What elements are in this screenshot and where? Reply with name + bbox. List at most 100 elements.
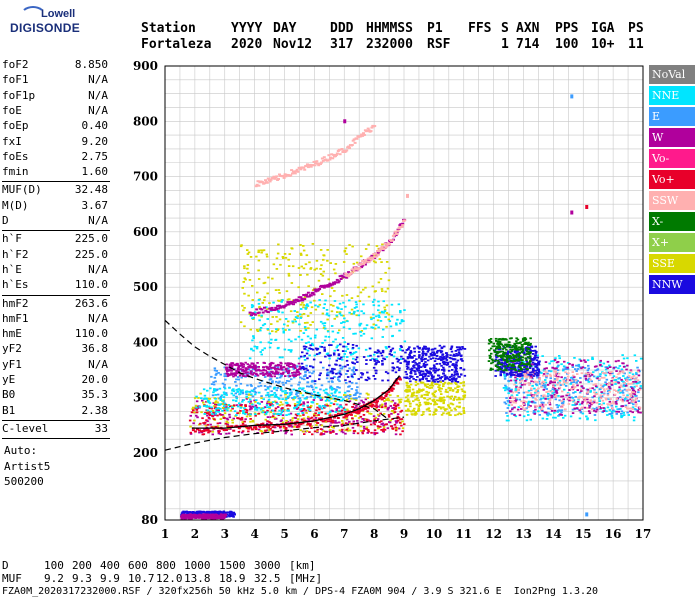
echo-point xyxy=(344,379,347,382)
echo-point xyxy=(416,397,419,399)
echo-point xyxy=(233,513,236,516)
echo-point xyxy=(309,268,312,270)
echo-point xyxy=(498,340,502,343)
echo-point xyxy=(194,404,198,407)
echo-point xyxy=(586,359,590,362)
y-tick-label: 400 xyxy=(133,335,158,349)
echo-point xyxy=(354,406,357,409)
echo-point xyxy=(343,249,347,252)
echo-point xyxy=(274,289,278,291)
echo-point xyxy=(509,410,512,413)
echo-point xyxy=(622,357,626,360)
echo-point xyxy=(489,347,493,350)
echo-point xyxy=(541,403,544,406)
echo-point xyxy=(235,370,238,372)
echo-point xyxy=(444,388,448,391)
echo-point xyxy=(273,416,277,419)
echo-point xyxy=(295,391,299,394)
echo-point xyxy=(338,364,342,367)
echo-point xyxy=(264,418,267,421)
echo-point xyxy=(407,363,410,366)
echo-point xyxy=(246,396,250,399)
echo-point xyxy=(628,388,631,391)
echo-point xyxy=(523,352,526,354)
echo-point xyxy=(279,263,282,266)
echo-point xyxy=(268,402,272,405)
echo-point xyxy=(277,311,281,313)
echo-point xyxy=(562,368,565,371)
echo-point xyxy=(375,432,379,434)
echo-point xyxy=(412,365,415,367)
echo-point xyxy=(268,302,271,304)
echo-point xyxy=(621,391,625,394)
echo-point xyxy=(576,368,580,370)
echo-point xyxy=(213,405,216,407)
echo-point xyxy=(520,379,523,382)
echo-point xyxy=(260,430,264,433)
echo-point xyxy=(245,397,249,400)
echo-point xyxy=(279,387,283,390)
echo-point xyxy=(489,338,493,340)
echo-point xyxy=(373,298,376,301)
echo-point xyxy=(250,407,253,410)
echo-point xyxy=(440,369,444,371)
echo-point xyxy=(268,421,271,423)
echo-point xyxy=(306,381,310,384)
header-label: AXN xyxy=(516,21,540,36)
echo-point xyxy=(304,329,308,331)
echo-point xyxy=(553,393,556,396)
echo-point xyxy=(560,411,563,414)
echo-point xyxy=(547,402,551,404)
echo-point xyxy=(529,355,532,358)
echo-point xyxy=(317,353,321,355)
echo-point xyxy=(408,390,411,393)
echo-point xyxy=(518,381,522,384)
echo-point xyxy=(191,516,194,519)
echo-point xyxy=(435,399,439,402)
echo-point xyxy=(614,381,617,383)
echo-point xyxy=(238,365,241,367)
echo-point xyxy=(588,406,591,409)
echo-point xyxy=(436,378,440,380)
echo-point xyxy=(633,393,637,396)
echo-point xyxy=(397,303,401,306)
echo-point xyxy=(601,411,604,413)
echo-point xyxy=(426,401,429,404)
echo-point xyxy=(288,375,292,377)
echo-point xyxy=(566,393,570,395)
echo-point xyxy=(204,512,207,514)
echo-point xyxy=(279,420,283,423)
echo-point xyxy=(312,370,315,373)
echo-point xyxy=(437,406,441,408)
echo-point xyxy=(556,377,559,379)
echo-point xyxy=(384,316,387,318)
parameter-name: hmF2 xyxy=(2,296,29,310)
echo-point xyxy=(406,356,410,358)
echo-point xyxy=(577,398,580,401)
echo-point xyxy=(562,398,565,401)
echo-point xyxy=(399,433,402,436)
echo-point xyxy=(285,290,289,293)
echo-point xyxy=(602,402,605,405)
echo-point xyxy=(591,358,594,360)
echo-point xyxy=(287,380,291,383)
echo-point xyxy=(372,323,375,326)
parameter-row: fmin 1.60 xyxy=(2,165,108,179)
echo-point xyxy=(383,306,386,309)
parameter-row: hmF2 263.6 xyxy=(2,297,108,311)
echo-point xyxy=(219,403,223,406)
echo-point xyxy=(239,382,243,385)
echo-point xyxy=(418,354,421,356)
echo-point xyxy=(508,346,512,349)
echo-point xyxy=(336,357,340,360)
echo-point xyxy=(631,382,634,385)
echo-point xyxy=(236,364,240,367)
echo-point xyxy=(242,309,245,312)
echo-point xyxy=(446,363,450,365)
echo-point xyxy=(431,357,435,360)
echo-point xyxy=(207,416,211,419)
echo-point xyxy=(360,334,363,337)
echo-point xyxy=(537,387,540,390)
echo-point xyxy=(557,375,560,378)
echo-point xyxy=(615,390,618,392)
